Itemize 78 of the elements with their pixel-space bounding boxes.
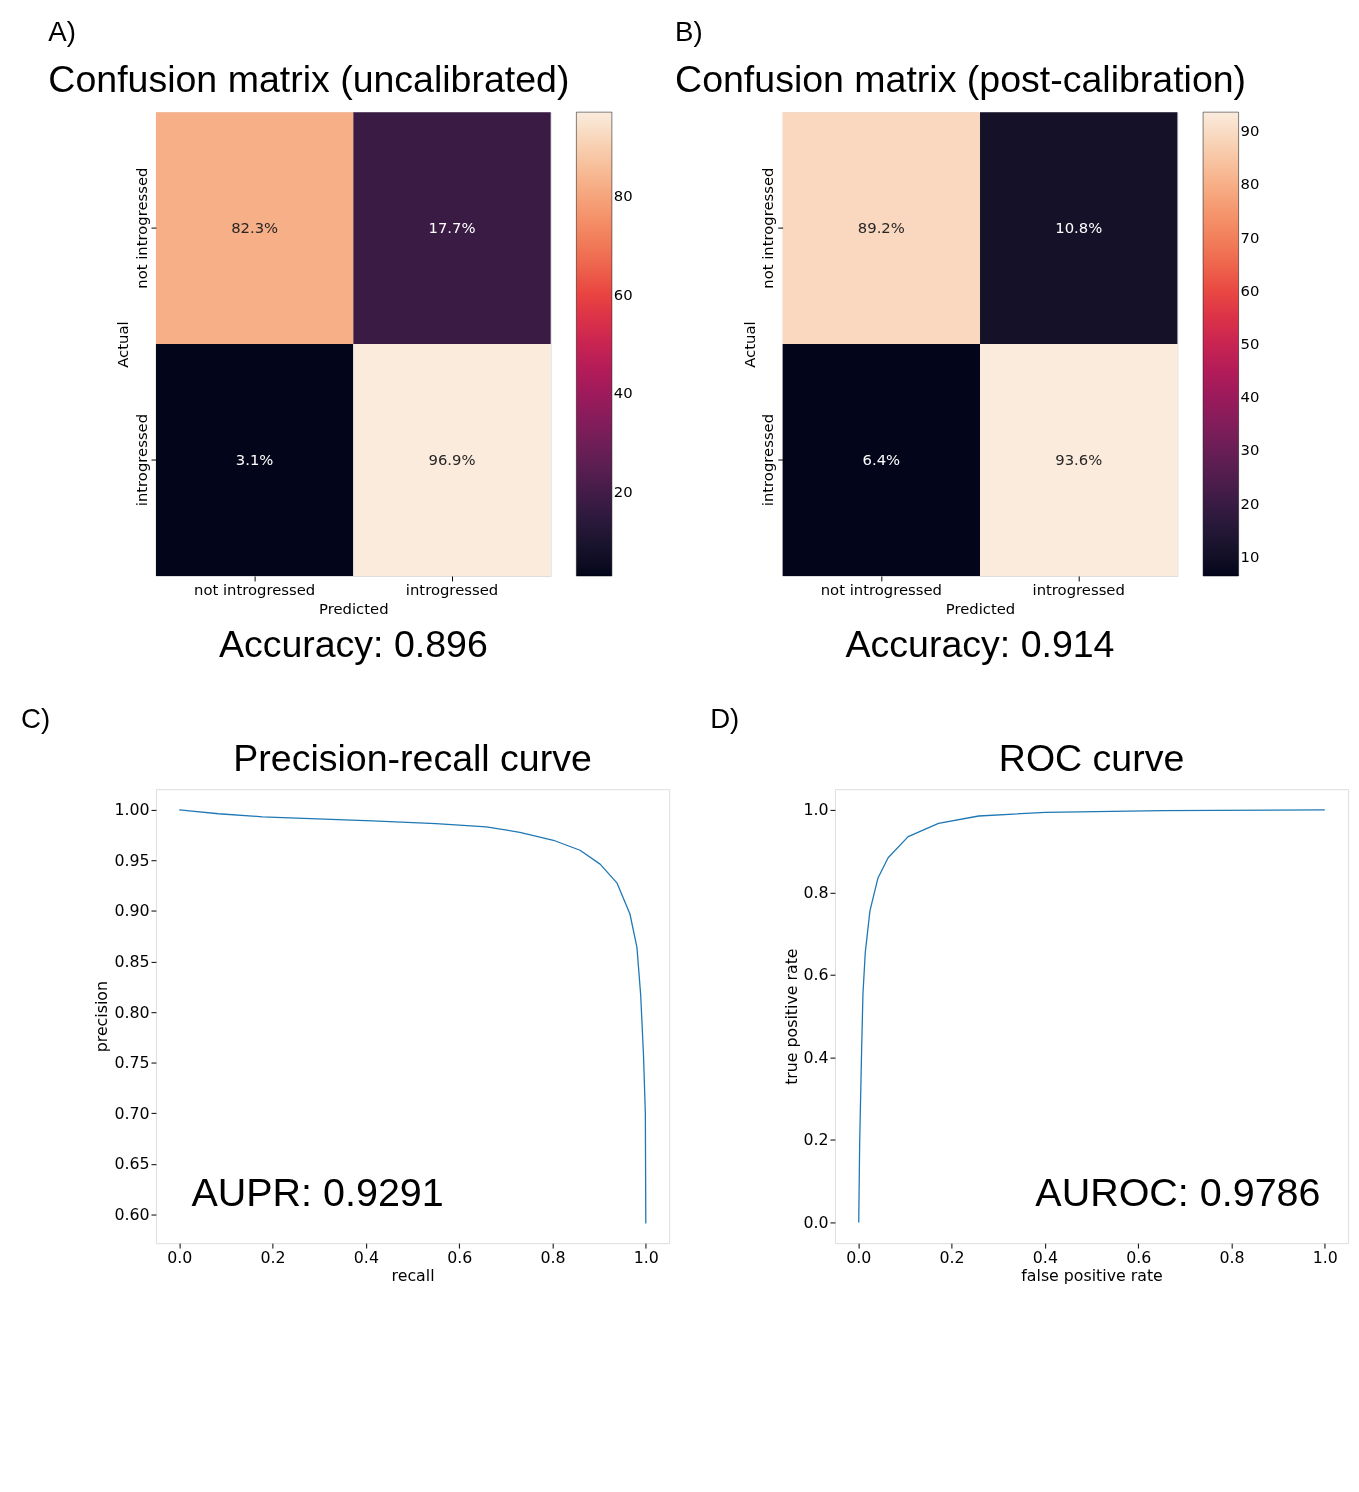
text: B) xyxy=(675,16,703,48)
text: Accuracy: 0.896 xyxy=(218,622,488,665)
data-label: 93.6% xyxy=(1055,450,1103,468)
data-label: 17.7% xyxy=(428,219,476,237)
color-bar-label: 40 xyxy=(613,384,633,402)
x-tick-label: 0.0 xyxy=(167,1248,193,1268)
x-tick-label: 1.0 xyxy=(1312,1248,1338,1268)
y-tick-label: 1.0 xyxy=(803,800,829,820)
x-tick-label: introgressed xyxy=(405,581,499,599)
x-tick-label: 0.0 xyxy=(846,1248,872,1268)
color-bar-label: 70 xyxy=(1240,228,1260,246)
chart-title: Confusion matrix (post-calibration) xyxy=(675,58,1247,101)
color-bar-label: 40 xyxy=(1240,388,1260,406)
color-bar-label: 60 xyxy=(1240,281,1260,299)
x-tick-label: 0.6 xyxy=(1126,1248,1152,1268)
x-tick-label: 0.2 xyxy=(260,1248,286,1268)
y-tick-label: 1.00 xyxy=(114,800,150,820)
x-tick-label: 0.4 xyxy=(353,1248,379,1268)
y-tick-label: 0.85 xyxy=(114,951,150,971)
x-tick-label: 0.2 xyxy=(939,1248,965,1268)
text: C) xyxy=(21,702,51,734)
data-label: 6.4% xyxy=(862,450,901,468)
y-tick-label: 0.75 xyxy=(114,1053,150,1073)
x-axis-title: Predicted xyxy=(945,600,1016,617)
y-axis-title: true positive rate xyxy=(781,948,801,1085)
text: Accuracy: 0.914 xyxy=(845,622,1115,665)
data-label: 3.1% xyxy=(235,450,274,468)
data-label: 10.8% xyxy=(1055,219,1103,237)
y-tick-label: 0.95 xyxy=(114,850,150,870)
y-tick-label: 0.70 xyxy=(114,1103,150,1123)
data-label: 96.9% xyxy=(428,450,476,468)
x-axis-title: recall xyxy=(391,1266,435,1286)
color-bar-label: 90 xyxy=(1240,122,1260,140)
x-axis-title: false positive rate xyxy=(1021,1266,1163,1286)
x-tick-label: 0.4 xyxy=(1032,1248,1058,1268)
y-tick-label: not introgressed xyxy=(132,167,150,289)
color-bar-label: 50 xyxy=(1240,335,1260,353)
y-axis-title: Actual xyxy=(113,321,131,368)
chart-title: Precision-recall curve xyxy=(233,737,592,780)
color-bar-label: 60 xyxy=(613,285,633,303)
y-tick-label: 0.6 xyxy=(803,965,829,985)
y-tick-label: 0.90 xyxy=(114,901,150,921)
y-axis-title: Actual xyxy=(740,321,758,368)
annotation: AUROC: 0.9786 xyxy=(1035,1169,1321,1214)
data-label: 89.2% xyxy=(857,219,905,237)
y-tick-label: 0.0 xyxy=(803,1212,829,1232)
color-bar-label: 80 xyxy=(1240,175,1260,193)
x-tick-label: introgressed xyxy=(1032,581,1125,599)
y-tick-label: 0.60 xyxy=(114,1204,150,1224)
y-tick-label: 0.8 xyxy=(803,882,829,902)
y-tick-label: 0.80 xyxy=(114,1002,150,1022)
y-tick-label: 0.65 xyxy=(114,1154,150,1174)
color-bar-label: 30 xyxy=(1240,441,1260,459)
line-series xyxy=(858,809,1326,1224)
y-tick-label: introgressed xyxy=(759,413,777,507)
x-tick-label: 0.8 xyxy=(1219,1248,1245,1268)
color-bar-label: 10 xyxy=(1240,547,1260,565)
chart-title: ROC curve xyxy=(998,737,1185,780)
x-tick-label: 1.0 xyxy=(633,1248,659,1268)
text: A) xyxy=(48,16,76,48)
color-bar-label: 20 xyxy=(1240,494,1260,512)
x-axis-title: Predicted xyxy=(319,600,389,617)
y-tick-label: 0.2 xyxy=(803,1130,829,1150)
color-bar-label: 80 xyxy=(613,186,633,204)
text: D) xyxy=(710,702,740,734)
data-label: 82.3% xyxy=(231,219,279,237)
y-tick-label: 0.4 xyxy=(803,1047,829,1067)
color-bar-label: 20 xyxy=(613,483,633,501)
chart-title: Confusion matrix (uncalibrated) xyxy=(48,58,570,101)
annotation: AUPR: 0.9291 xyxy=(191,1169,444,1214)
x-tick-label: not introgressed xyxy=(194,581,316,599)
y-axis-title: precision xyxy=(92,981,112,1053)
y-tick-label: not introgressed xyxy=(759,167,777,289)
x-tick-label: not introgressed xyxy=(820,581,942,599)
y-tick-label: introgressed xyxy=(132,413,150,507)
x-tick-label: 0.8 xyxy=(540,1248,566,1268)
line-series xyxy=(178,809,647,1225)
x-tick-label: 0.6 xyxy=(447,1248,473,1268)
